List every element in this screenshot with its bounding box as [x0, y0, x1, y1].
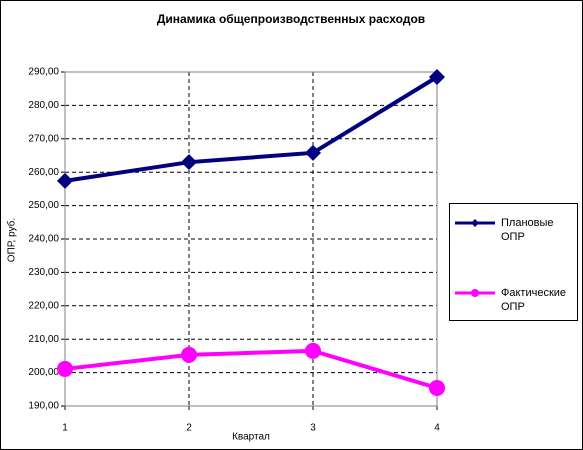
y-tick-label: 190,00: [28, 401, 59, 412]
y-tick-label: 240,00: [28, 234, 59, 245]
y-tick-label: 270,00: [28, 133, 59, 144]
marker: [57, 172, 73, 189]
legend-marker: [471, 289, 479, 297]
plot-border: [64, 71, 438, 407]
y-axis-label: ОПР, руб.: [6, 218, 18, 262]
x-tick-label: 2: [186, 423, 192, 434]
y-tick-label: 280,00: [28, 100, 59, 111]
y-tick-label: 220,00: [28, 300, 59, 311]
legend-marker: [471, 219, 479, 227]
marker: [305, 342, 321, 359]
x-tick-label: 1: [62, 423, 68, 434]
y-tick-label: 260,00: [28, 167, 59, 178]
y-tick-label: 200,00: [28, 367, 59, 378]
x-tick-label: 3: [310, 423, 316, 434]
marker: [429, 69, 445, 86]
series-line: [64, 348, 438, 390]
chart-title: Динамика общепроизводственных расходов: [157, 12, 425, 26]
y-tick-label: 290,00: [28, 67, 59, 78]
marker: [305, 144, 321, 161]
marker: [57, 360, 73, 377]
marker: [429, 379, 445, 396]
y-tick-label: 210,00: [28, 334, 59, 345]
x-axis-label: Квартал: [232, 432, 270, 443]
series-line: [64, 75, 439, 183]
legend-label: Фактические ОПР: [501, 287, 567, 313]
marker: [181, 154, 197, 171]
marker: [181, 346, 197, 363]
legend-label: Плановые ОПР: [501, 217, 554, 243]
x-tick-label: 4: [434, 423, 440, 434]
y-tick-label: 250,00: [28, 200, 59, 211]
y-tick-label: 230,00: [28, 267, 59, 278]
legend-label-box: Фактические ОПР: [501, 287, 567, 313]
legend-label-box: Плановые ОПР: [501, 217, 554, 243]
